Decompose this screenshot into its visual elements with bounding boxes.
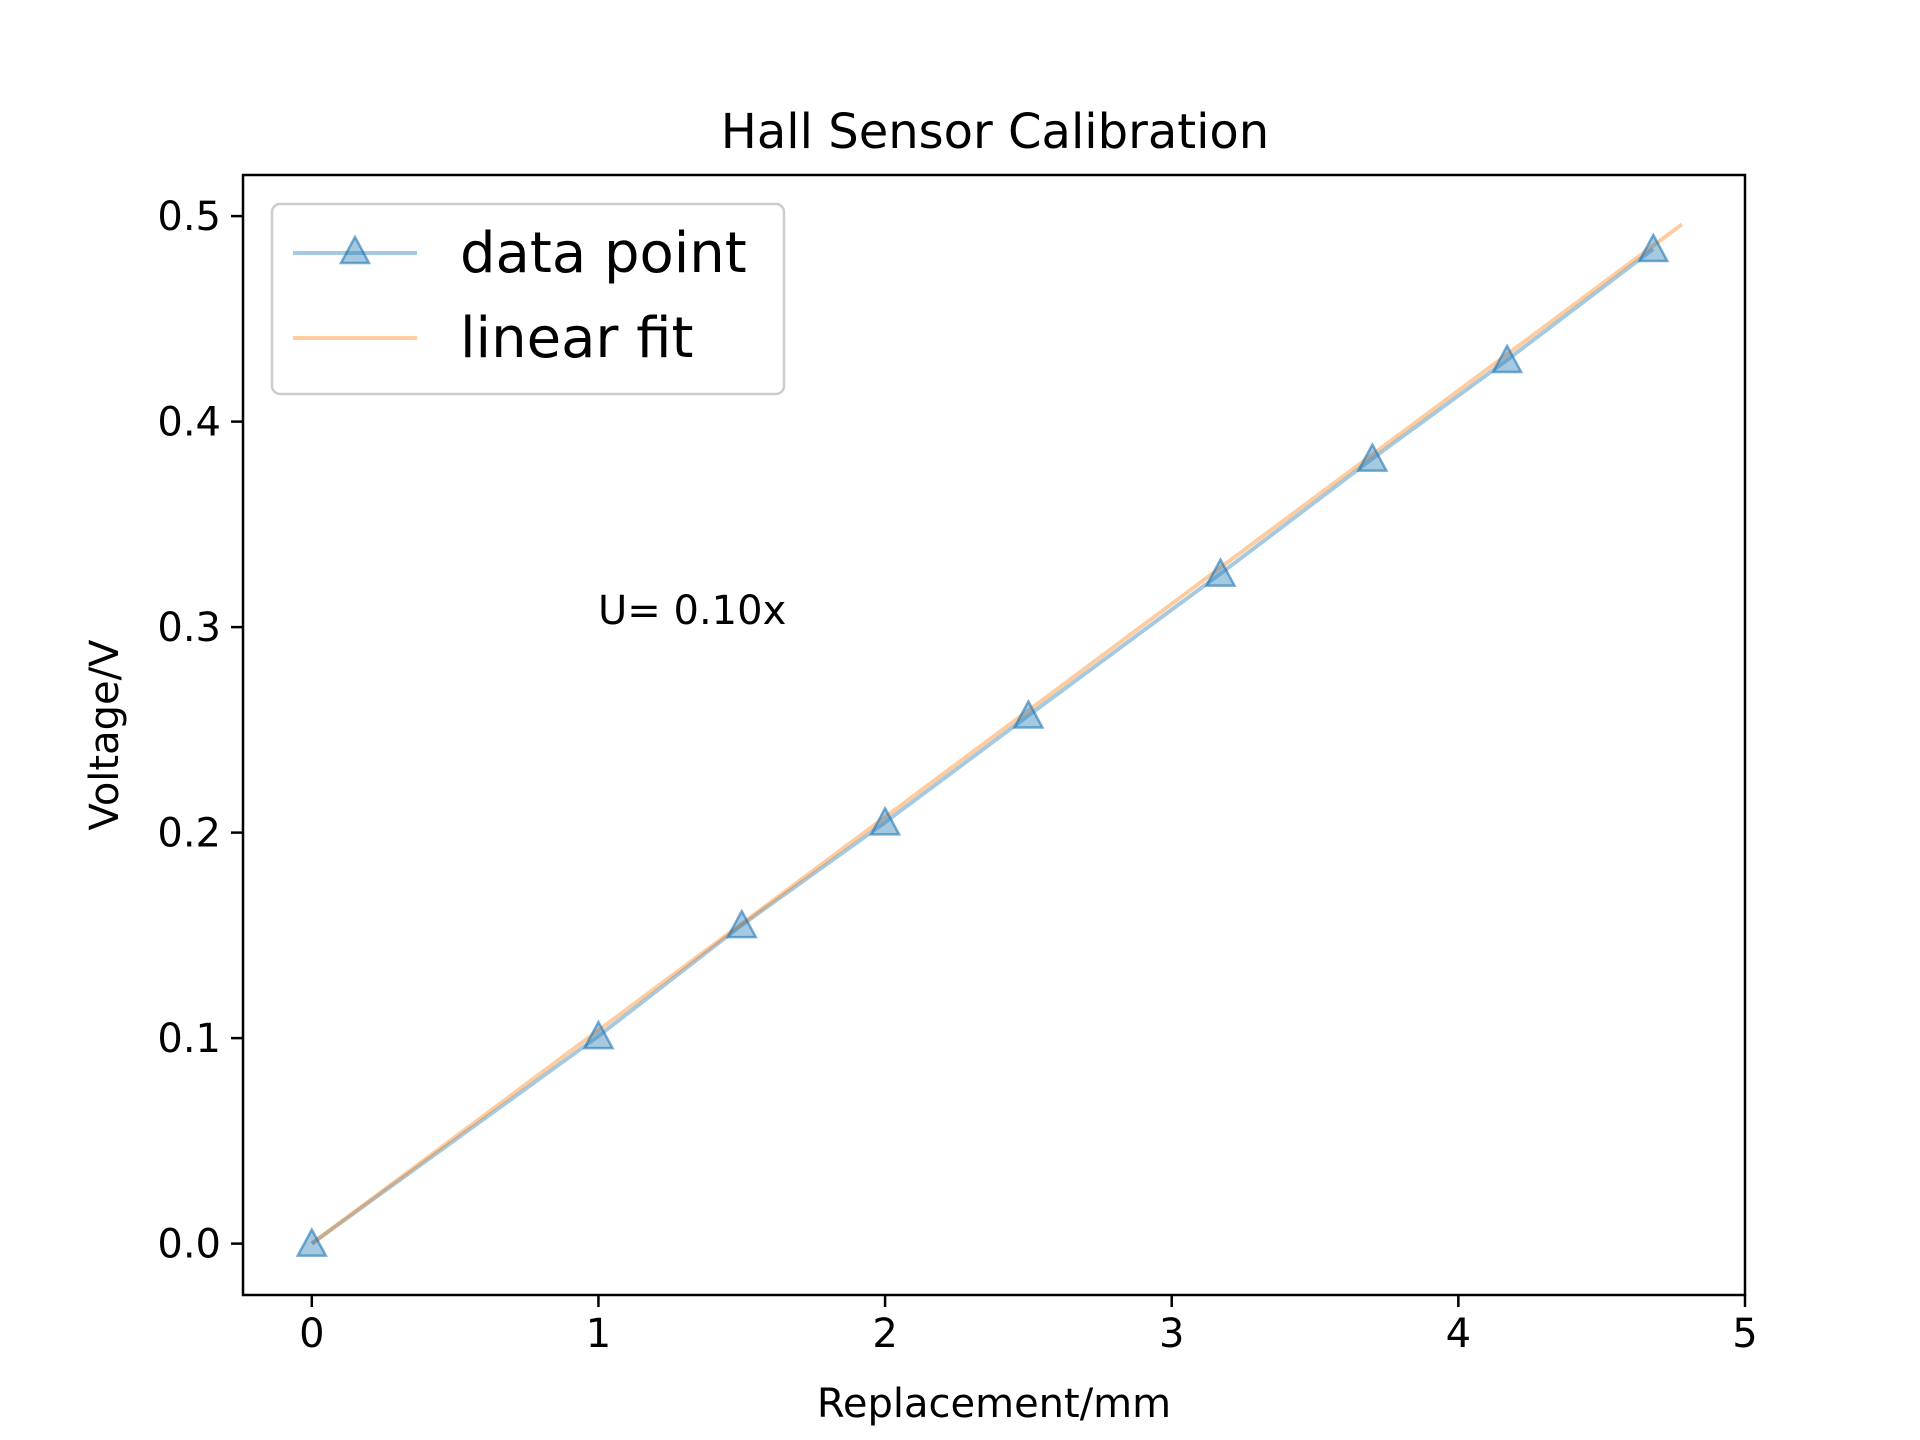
- x-axis-label: Replacement/mm: [817, 1381, 1171, 1427]
- y-tick-label: 0.3: [157, 605, 221, 651]
- y-tick-label: 0.4: [157, 400, 221, 446]
- y-tick-label: 0.5: [157, 194, 221, 240]
- x-tick-label: 1: [586, 1311, 611, 1357]
- data-point-marker: [868, 805, 902, 836]
- legend-box: [270, 202, 786, 396]
- x-axis: 0 1 2 3 4 5: [299, 1295, 1758, 1357]
- x-tick-label: 2: [872, 1311, 897, 1357]
- y-tick-label: 0.0: [157, 1222, 221, 1268]
- y-tick-label: 0.2: [157, 811, 221, 857]
- data-point-marker: [725, 908, 758, 939]
- plot-frame: [241, 173, 1747, 1297]
- fit-equation-annotation: U= 0.10x: [598, 588, 786, 634]
- y-axis: 0.0 0.1 0.2 0.3 0.4 0.5: [157, 194, 243, 1268]
- legend-data-point-label: data point: [460, 221, 747, 286]
- legend-data-point-marker: [338, 234, 372, 265]
- data-point-marker: [1637, 232, 1670, 263]
- chart-title: Hall Sensor Calibration: [721, 104, 1269, 160]
- data-point-marker: [1356, 441, 1389, 472]
- legend-linear-fit-label: linear fit: [460, 306, 693, 371]
- plot-area: [295, 222, 1684, 1257]
- y-tick-label: 0.1: [157, 1016, 221, 1062]
- x-tick-label: 5: [1732, 1311, 1757, 1357]
- x-tick-label: 3: [1159, 1311, 1184, 1357]
- y-axis-label: Voltage/V: [82, 639, 128, 831]
- data-point-marker: [582, 1019, 615, 1050]
- legend: data point linear fit: [270, 202, 786, 396]
- x-tick-label: 4: [1446, 1311, 1471, 1357]
- data-point-marker: [295, 1226, 328, 1257]
- series-line-data-point: [310, 247, 1655, 1246]
- data-point-marker: [1204, 557, 1237, 587]
- data-point-marker: [1012, 698, 1045, 729]
- x-tick-label: 0: [299, 1311, 324, 1357]
- data-point-marker: [1490, 343, 1524, 374]
- series-line-linear-fit: [310, 222, 1684, 1246]
